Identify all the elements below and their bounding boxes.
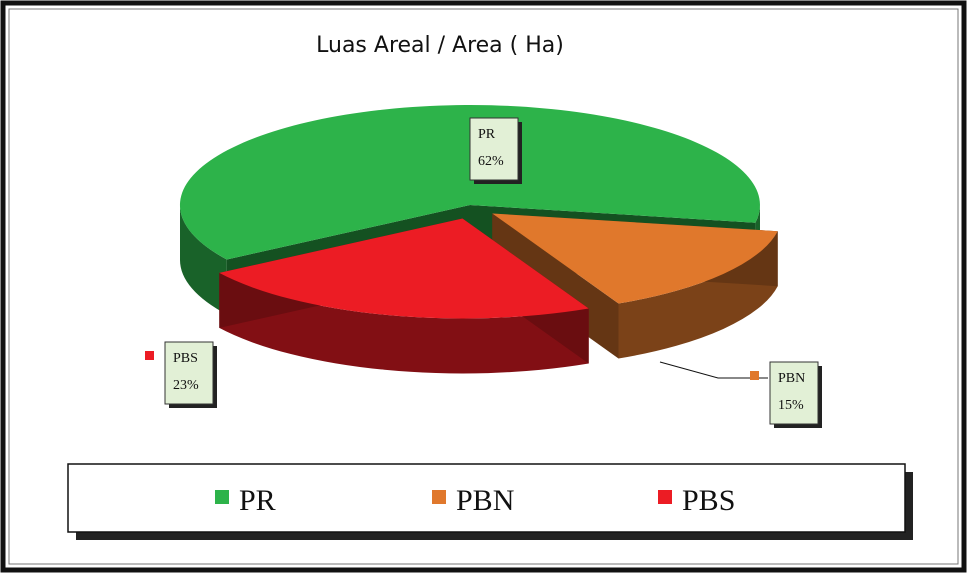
label-key	[450, 127, 459, 136]
slice-side	[618, 231, 778, 359]
slice-side	[179, 205, 227, 315]
legend-label: PBN	[456, 484, 514, 517]
label-box	[469, 117, 519, 181]
pie	[179, 105, 778, 374]
label-box	[164, 341, 214, 405]
slice	[492, 213, 778, 304]
slice	[219, 218, 589, 319]
label-name: PBN	[778, 371, 805, 386]
label-key	[145, 351, 154, 360]
legend-label: PR	[239, 484, 276, 517]
legend-label: PBS	[682, 484, 735, 517]
legend-key	[215, 490, 229, 504]
label-name: PR	[478, 127, 496, 142]
slice-side	[219, 272, 589, 374]
inner-frame	[8, 8, 959, 565]
chart-title: Luas Areal / Area ( Ha)	[316, 33, 564, 58]
legend-box	[67, 463, 906, 533]
label-value: 23%	[173, 378, 199, 393]
legend-key	[658, 490, 672, 504]
slice	[179, 105, 760, 260]
label-value: 62%	[478, 154, 504, 169]
label-name: PBS	[173, 351, 198, 366]
label-key	[750, 371, 759, 380]
legend: PR PBN PBS	[215, 484, 735, 517]
label-value: 15%	[778, 398, 804, 413]
legend-key	[432, 490, 446, 504]
label-box	[769, 361, 819, 425]
data-labels: PR 62% PBN 15% PBS 23%	[145, 117, 822, 428]
